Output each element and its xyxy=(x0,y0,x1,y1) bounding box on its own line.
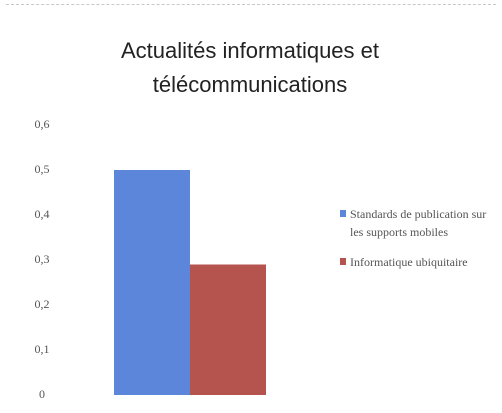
chart-title: Actualités informatiques et télécommunic… xyxy=(120,38,380,97)
legend-entry: Informatique ubiquitaire xyxy=(340,253,500,271)
bar xyxy=(114,170,190,395)
legend-swatch xyxy=(340,258,346,265)
y-tick-label: 0,5 xyxy=(35,162,50,176)
legend-label: Informatique ubiquitaire xyxy=(350,255,468,269)
legend-entry: Standards de publication sur les support… xyxy=(340,205,500,241)
legend-label: Standards de publication sur les support… xyxy=(350,207,487,239)
legend: Standards de publication sur les support… xyxy=(340,205,500,283)
legend-swatch xyxy=(340,210,346,217)
y-tick-label: 0,3 xyxy=(35,252,50,266)
border-line xyxy=(6,4,496,5)
y-tick-label: 0,6 xyxy=(35,117,50,131)
y-tick-label: 0,4 xyxy=(35,207,50,221)
y-tick-label: 0 xyxy=(39,387,45,401)
y-tick-label: 0,2 xyxy=(35,297,50,311)
y-tick-label: 0,1 xyxy=(35,342,50,356)
bar xyxy=(190,264,266,395)
